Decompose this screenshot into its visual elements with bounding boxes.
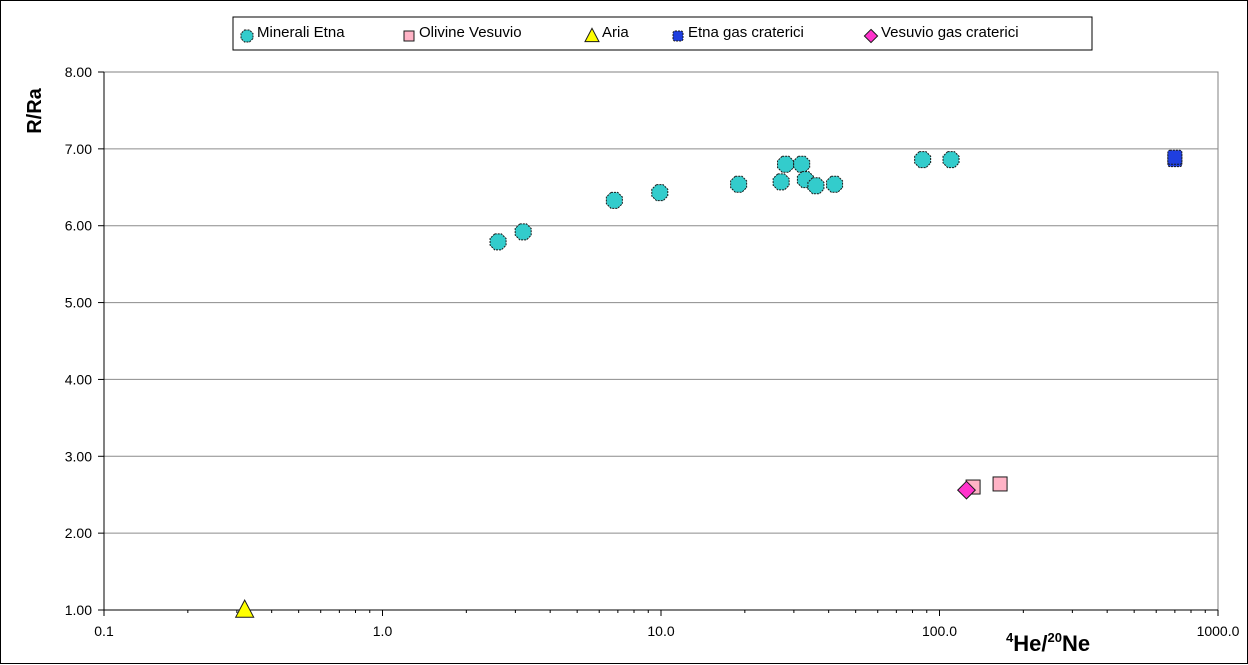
y-tick-label: 8.00 [65, 64, 92, 80]
legend-marker-octagon [240, 29, 254, 43]
point-triangle-shape [234, 599, 255, 618]
point-diamond-shape [956, 480, 976, 500]
point-octagon-shape [651, 184, 669, 202]
grid-lines [103, 71, 1219, 611]
point-triangle [234, 599, 255, 618]
point-octagon-shape [942, 151, 960, 169]
x-tick-label: 10.0 [647, 623, 674, 639]
point-octagon [772, 173, 790, 191]
x-axis-label-sup1: 4 [1006, 630, 1014, 645]
x-tick-label: 1000.0 [1197, 623, 1240, 639]
legend-marker-square-shape [403, 30, 415, 42]
point-square [992, 476, 1008, 492]
axes [103, 72, 1218, 611]
point-octagon [793, 155, 811, 173]
point-square-dot-shape [1167, 149, 1183, 165]
y-tick-label: 3.00 [65, 448, 92, 464]
data-points [234, 149, 1183, 618]
legend-marker-triangle [584, 27, 600, 43]
x-tick-label: 100.0 [922, 623, 957, 639]
axis-ticks: 1.00 2.00 3.00 4.00 5.00 6.00 7.00 8.00 0.1 1.0 10… [65, 64, 1240, 639]
y-tick-label: 6.00 [65, 218, 92, 234]
point-octagon-shape [772, 173, 790, 191]
point-octagon [651, 184, 669, 202]
legend-label: Olivine Vesuvio [419, 24, 522, 41]
x-axis-label-base1: He/ [1013, 631, 1047, 656]
legend-label: Minerali Etna [257, 24, 345, 41]
point-square-dot [1167, 149, 1183, 165]
legend-marker-diamond-shape [863, 28, 879, 44]
legend-label: Etna gas craterici [688, 24, 804, 41]
legend-marker-diamond [863, 28, 879, 44]
legend-label: Aria [602, 24, 629, 41]
point-octagon [914, 151, 932, 169]
point-octagon [489, 233, 507, 251]
x-axis-label-sup2: 20 [1047, 630, 1061, 645]
y-tick-label: 5.00 [65, 295, 92, 311]
legend-marker-square-dot [672, 30, 684, 42]
point-octagon-shape [777, 155, 795, 173]
y-tick-label: 2.00 [65, 525, 92, 541]
legend: Minerali Etna Olivine Vesuvio Aria Etna gas… [232, 16, 1093, 51]
plot-area [103, 71, 1219, 611]
point-octagon [777, 155, 795, 173]
point-square-shape [992, 476, 1008, 492]
legend-label: Vesuvio gas craterici [881, 24, 1019, 41]
y-tick-label: 1.00 [65, 602, 92, 618]
x-axis-label-base2: Ne [1062, 631, 1090, 656]
point-octagon [514, 223, 532, 241]
legend-marker-square-dot-shape [672, 30, 684, 42]
legend-marker-square [403, 30, 415, 42]
x-tick-label: 0.1 [94, 623, 114, 639]
point-octagon-shape [826, 175, 844, 193]
point-octagon-shape [730, 175, 748, 193]
legend-box [232, 16, 1093, 51]
point-octagon-shape [514, 223, 532, 241]
y-axis-label: R/Ra [24, 87, 46, 133]
point-octagon [826, 175, 844, 193]
point-octagon [605, 191, 623, 209]
legend-marker-octagon-shape [240, 29, 254, 43]
point-octagon [730, 175, 748, 193]
y-tick-label: 4.00 [65, 371, 92, 387]
point-octagon-shape [605, 191, 623, 209]
point-octagon-shape [807, 177, 825, 195]
y-tick-label: 7.00 [65, 141, 92, 157]
point-octagon-shape [793, 155, 811, 173]
point-octagon-shape [914, 151, 932, 169]
point-octagon [942, 151, 960, 169]
point-octagon-shape [489, 233, 507, 251]
point-diamond [956, 480, 976, 500]
point-octagon [807, 177, 825, 195]
x-axis-label: 4He/20Ne [1006, 630, 1090, 656]
x-tick-label: 1.0 [373, 623, 393, 639]
legend-marker-triangle-shape [584, 27, 600, 43]
